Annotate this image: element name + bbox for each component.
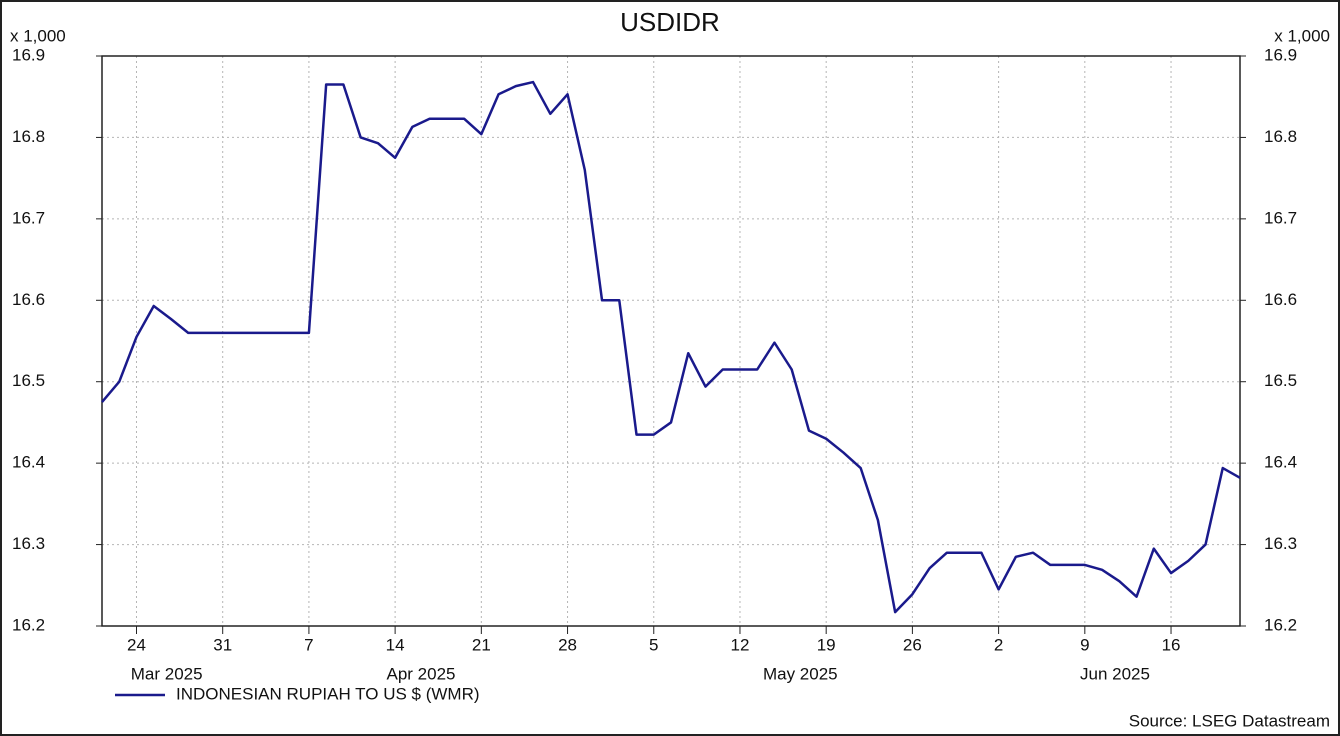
y-tick-label: 16.5 — [12, 371, 45, 390]
x-tick-label: 12 — [731, 635, 750, 654]
y2-tick-label: 16.7 — [1264, 208, 1297, 227]
x-tick-label: 19 — [817, 635, 836, 654]
month-label: May 2025 — [763, 664, 838, 683]
x-tick-label: 7 — [304, 635, 313, 654]
x-tick-label: 14 — [386, 635, 405, 654]
y-tick-label: 16.3 — [12, 534, 45, 553]
y2-tick-label: 16.3 — [1264, 534, 1297, 553]
y2-tick-label: 16.6 — [1264, 290, 1297, 309]
y2-tick-label: 16.9 — [1264, 45, 1297, 64]
plot-frame — [101, 55, 1241, 627]
y-tick-label: 16.8 — [12, 127, 45, 146]
source: Source: LSEG Datastream — [1129, 711, 1330, 730]
y-tick-label: 16.7 — [12, 208, 45, 227]
legend-label: INDONESIAN RUPIAH TO US $ (WMR) — [176, 684, 480, 703]
x-tick-label: 28 — [558, 635, 577, 654]
series-line — [101, 80, 1241, 614]
y2-axis-label: x 1,000 — [1274, 26, 1330, 45]
y-tick-label: 16.6 — [12, 290, 45, 309]
x-tick-label: 21 — [472, 635, 491, 654]
y-tick-label: 16.4 — [12, 453, 45, 472]
y2-tick-label: 16.2 — [1264, 615, 1297, 634]
x-tick-label: 16 — [1162, 635, 1181, 654]
x-tick-label: 5 — [649, 635, 658, 654]
x-tick-label: 31 — [213, 635, 232, 654]
chart-title: USDIDR — [620, 7, 720, 37]
y-tick-label: 16.9 — [12, 45, 45, 64]
y-tick-label: 16.2 — [12, 615, 45, 634]
month-label: Mar 2025 — [131, 664, 203, 683]
x-tick-label: 24 — [127, 635, 146, 654]
x-tick-label: 9 — [1080, 635, 1089, 654]
x-tick-label: 2 — [994, 635, 1003, 654]
month-label: Apr 2025 — [386, 664, 455, 683]
y2-tick-label: 16.8 — [1264, 127, 1297, 146]
x-tick-label: 26 — [903, 635, 922, 654]
month-label: Jun 2025 — [1080, 664, 1150, 683]
y2-tick-label: 16.5 — [1264, 371, 1297, 390]
y2-tick-label: 16.4 — [1264, 453, 1297, 472]
y-axis-label: x 1,000 — [10, 26, 66, 45]
